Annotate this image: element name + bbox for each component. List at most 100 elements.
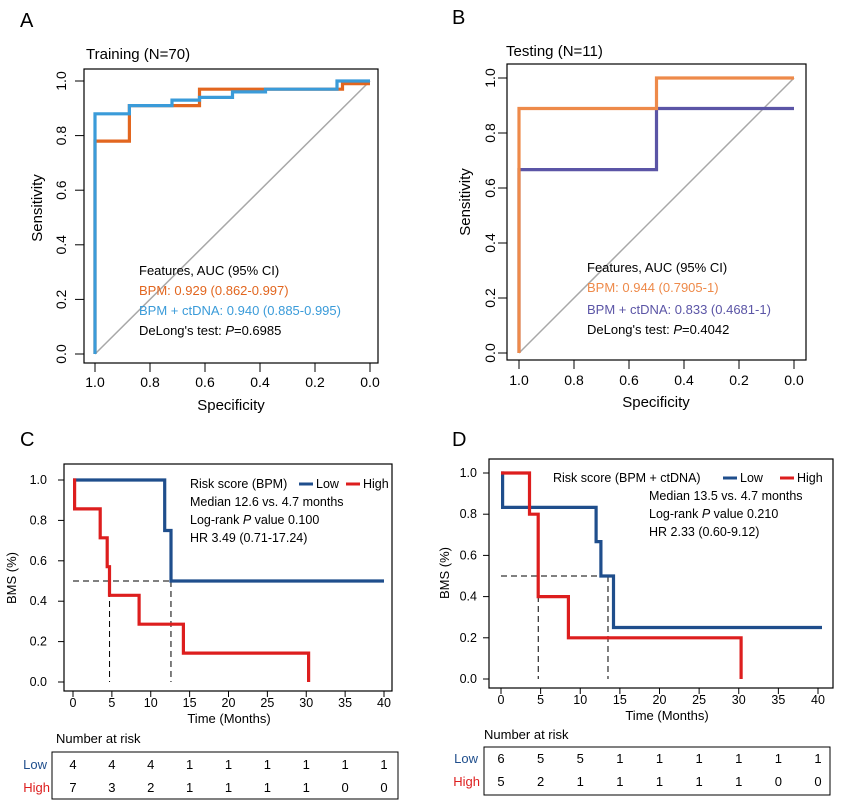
risk-cell-low: 1 bbox=[656, 751, 663, 766]
legend-a-header: Features, AUC (95% CI) bbox=[139, 263, 279, 278]
risk-cell-high: 0 bbox=[775, 774, 782, 789]
risk-cell-low: 4 bbox=[147, 757, 154, 772]
y-tick-label-b: 0.8 bbox=[482, 123, 498, 143]
x-tick-label-a: 0.4 bbox=[250, 374, 270, 390]
risk-cell-low: 5 bbox=[537, 751, 544, 766]
y-tick-label-d: 0.4 bbox=[460, 590, 477, 604]
risk-cell-high: 2 bbox=[537, 774, 544, 789]
risk-cell-low: 4 bbox=[69, 757, 76, 772]
x-tick-label-b: 0.8 bbox=[564, 372, 584, 388]
y-tick-label-d: 1.0 bbox=[460, 466, 477, 480]
x-axis-label-d: Time (Months) bbox=[625, 708, 708, 723]
x-tick-label-d: 15 bbox=[613, 693, 627, 707]
legend-c-high-label: High bbox=[363, 477, 389, 491]
plot-frame-b bbox=[506, 63, 807, 361]
risk-cell-high: 1 bbox=[186, 780, 193, 795]
y-tick-label-a: 0.8 bbox=[53, 126, 69, 146]
x-tick-label-d: 5 bbox=[537, 693, 544, 707]
y-tick-label-b: 0.6 bbox=[482, 178, 498, 198]
y-tick-label-c: 0.6 bbox=[30, 554, 47, 568]
risk-cell-high: 1 bbox=[225, 780, 232, 795]
risk-cell-high: 0 bbox=[342, 780, 349, 795]
risk-table-d: Number at risk Low High 6 5 5 1 1 1 1 1 1 5 2 1 1 1 1 1… bbox=[453, 727, 831, 796]
y-tick-label-a: 0.4 bbox=[53, 235, 69, 255]
series-line-b-bpm bbox=[517, 76, 794, 353]
risk-cell-low: 1 bbox=[264, 757, 271, 772]
risk-cell-low: 1 bbox=[814, 751, 821, 766]
legend-d: Risk score (BPM + ctDNA) Low High Median… bbox=[553, 471, 823, 539]
risk-cell-high: 1 bbox=[264, 780, 271, 795]
series-line-c-high bbox=[73, 478, 311, 682]
risk-cell-low: 1 bbox=[616, 751, 623, 766]
risk-cell-high: 2 bbox=[147, 780, 154, 795]
series-line-a-bpm bbox=[93, 82, 370, 354]
x-tick-label-c: 30 bbox=[299, 696, 313, 710]
legend-d-title: Risk score (BPM + ctDNA) bbox=[553, 471, 701, 485]
legend-d-high-label: High bbox=[797, 471, 823, 485]
y-tick-label-d: 0.2 bbox=[460, 631, 477, 645]
legend-c-logrank: Log-rank P value 0.100 bbox=[190, 513, 319, 527]
x-tick-label-d: 25 bbox=[692, 693, 706, 707]
legend-b-bpm: BPM: 0.944 (0.7905-1) bbox=[587, 280, 719, 295]
series-line-d-low bbox=[501, 471, 822, 630]
risk-cell-high: 0 bbox=[814, 774, 821, 789]
legend-c-hr: HR 3.49 (0.71-17.24) bbox=[190, 531, 307, 545]
legend-d-low-label: Low bbox=[740, 471, 764, 485]
legend-d-logrank: Log-rank P value 0.210 bbox=[649, 507, 778, 521]
legend-c-low-label: Low bbox=[316, 477, 340, 491]
series-line-d-high bbox=[501, 471, 743, 679]
x-tick-label-d: 40 bbox=[811, 693, 825, 707]
risk-cell-low: 6 bbox=[497, 751, 504, 766]
x-tick-label-a: 0.0 bbox=[360, 374, 380, 390]
risk-table-d-high-label: High bbox=[453, 774, 480, 789]
risk-table-c-title: Number at risk bbox=[56, 731, 141, 746]
y-tick-label-a: 0.0 bbox=[53, 344, 69, 364]
x-axis-label-a: Specificity bbox=[197, 397, 265, 414]
risk-table-c-box bbox=[51, 751, 399, 800]
legend-a-combo: BPM + ctDNA: 0.940 (0.885-0.995) bbox=[139, 303, 341, 318]
y-axis-label-c: BMS (%) bbox=[4, 552, 19, 604]
y-axis-label-d: BMS (%) bbox=[437, 547, 452, 599]
x-tick-label-a: 0.6 bbox=[195, 374, 215, 390]
y-tick-label-d: 0.0 bbox=[460, 672, 477, 686]
y-tick-label-a: 1.0 bbox=[53, 71, 69, 91]
x-tick-label-c: 0 bbox=[70, 696, 77, 710]
y-tick-label-b: 1.0 bbox=[482, 68, 498, 88]
x-tick-label-b: 0.2 bbox=[729, 372, 749, 388]
y-axis-label-a: Sensitivity bbox=[29, 174, 46, 242]
legend-c: Risk score (BPM) Low High Median 12.6 vs… bbox=[190, 477, 389, 545]
risk-cell-high: 1 bbox=[303, 780, 310, 795]
x-tick-label-d: 20 bbox=[653, 693, 667, 707]
series-line-a-bpm-ctdna bbox=[93, 79, 370, 354]
x-tick-label-a: 0.8 bbox=[140, 374, 160, 390]
risk-table-d-low-label: Low bbox=[454, 751, 478, 766]
y-tick-label-c: 1.0 bbox=[30, 473, 47, 487]
risk-cell-high: 7 bbox=[69, 780, 76, 795]
panel-letter-d: D bbox=[452, 429, 466, 451]
reference-diagonal-b bbox=[518, 77, 795, 354]
x-tick-label-d: 10 bbox=[573, 693, 587, 707]
legend-b-header: Features, AUC (95% CI) bbox=[587, 260, 727, 275]
risk-cell-low: 1 bbox=[303, 757, 310, 772]
y-tick-label-d: 0.6 bbox=[460, 548, 477, 562]
risk-cell-high: 1 bbox=[696, 774, 703, 789]
legend-a-bpm: BPM: 0.929 (0.862-0.997) bbox=[139, 283, 289, 298]
x-tick-label-c: 35 bbox=[338, 696, 352, 710]
legend-a: Features, AUC (95% CI) BPM: 0.929 (0.862… bbox=[139, 263, 341, 338]
risk-cell-low: 5 bbox=[577, 751, 584, 766]
reference-diagonal-a bbox=[94, 80, 371, 355]
risk-table-c-low-label: Low bbox=[23, 757, 47, 772]
x-tick-label-c: 40 bbox=[377, 696, 391, 710]
risk-cell-low: 1 bbox=[380, 757, 387, 772]
x-tick-label-b: 0.6 bbox=[619, 372, 639, 388]
risk-table-c-high-label: High bbox=[23, 780, 50, 795]
km-plot-bpm-ctdna: 0 5 10 15 20 25 30 35 40 0.0 0.2 0.4 0.6 0.8 1.0 Time (… bbox=[437, 458, 834, 723]
legend-d-median: Median 13.5 vs. 4.7 months bbox=[649, 489, 803, 503]
roc-plot-testing: 1.0 0.8 0.6 0.4 0.2 0.0 0.0 0.2 0.4 0.6 0.8 1.0 Spec… bbox=[457, 63, 807, 411]
risk-cell-high: 1 bbox=[577, 774, 584, 789]
risk-cell-low: 1 bbox=[342, 757, 349, 772]
risk-cell-high: 3 bbox=[108, 780, 115, 795]
y-tick-label-b: 0.2 bbox=[482, 288, 498, 308]
y-tick-label-a: 0.6 bbox=[53, 180, 69, 200]
y-tick-label-b: 0.0 bbox=[482, 343, 498, 363]
